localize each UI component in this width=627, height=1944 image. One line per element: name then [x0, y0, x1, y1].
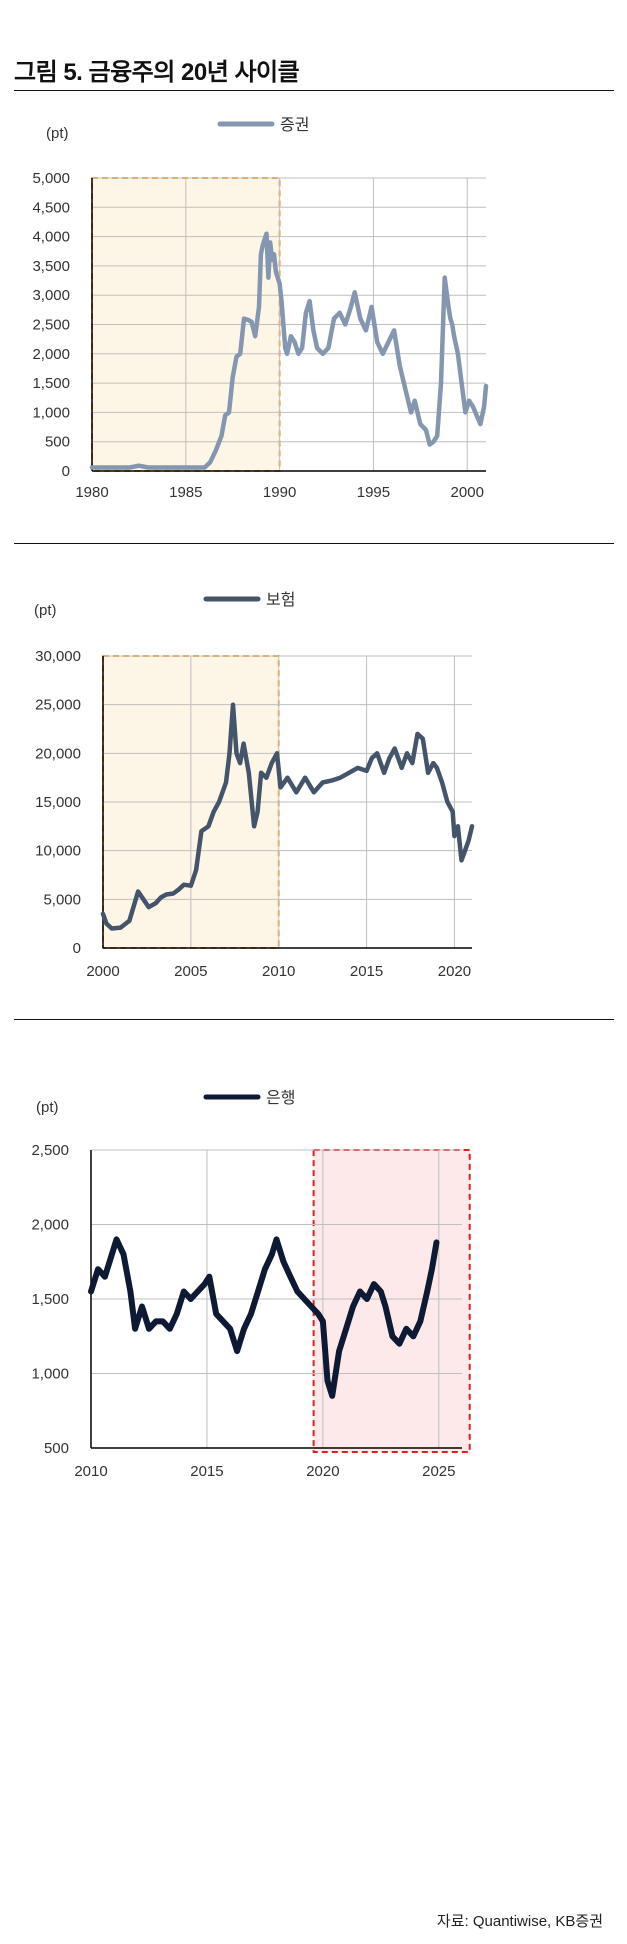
y-tick-label: 1,500: [32, 375, 70, 392]
insurance-chart: 0 5,000 10,000 15,000 20,000 25,000 30,000 2000…: [34, 590, 475, 980]
x-tick-label: 1985: [169, 484, 202, 501]
x-tick-label: 2000: [86, 963, 119, 980]
y-tick-label: 1,500: [31, 1291, 69, 1308]
x-tick-label: 2025: [422, 1463, 455, 1480]
y-tick-label: 5,000: [43, 891, 81, 908]
x-tick-label: 2000: [451, 484, 484, 501]
y-tick-label: 2,500: [32, 317, 70, 334]
y-tick-label: 500: [45, 434, 70, 451]
y-tick-label: 0: [73, 940, 81, 957]
x-tick-label: 2015: [190, 1463, 223, 1480]
y-tick-label: 4,500: [32, 199, 70, 216]
bank-chart: 500 1,000 1,500 2,000 2,500 2010 2015 2020 2025 (…: [31, 1088, 471, 1480]
highlight-region: [312, 1149, 471, 1453]
section-divider: [14, 1019, 614, 1020]
unit-label: (pt): [34, 602, 57, 619]
legend-label: 보험: [266, 590, 295, 609]
y-tick-label: 2,000: [31, 1217, 69, 1234]
source-note: 자료: Quantiwise, KB증권: [436, 1913, 603, 1930]
y-tick-label: 1,000: [32, 404, 70, 421]
y-tick-label: 5,000: [32, 170, 70, 187]
y-tick-label: 3,000: [32, 287, 70, 304]
series-line-1: [100, 702, 475, 931]
unit-label: (pt): [36, 1099, 59, 1116]
x-tick-label: 2020: [306, 1463, 339, 1480]
x-tick-label: 2010: [74, 1463, 107, 1480]
y-tick-label: 10,000: [35, 843, 81, 860]
unit-label: (pt): [46, 125, 69, 142]
x-tick-label: 1990: [263, 484, 296, 501]
securities-chart: 0 500 1,000 1,500 2,000 2,500 3,000 3,500 4,000 4…: [32, 115, 489, 501]
y-tick-label: 0: [62, 463, 70, 480]
figure-title: 그림 5. 금융주의 20년 사이클: [14, 59, 300, 86]
x-tick-label: 1980: [75, 484, 108, 501]
y-tick-label: 1,000: [31, 1366, 69, 1383]
y-tick-label: 4,000: [32, 229, 70, 246]
x-tick-label: 1995: [357, 484, 390, 501]
y-tick-label: 25,000: [35, 697, 81, 714]
y-tick-label: 20,000: [35, 745, 81, 762]
series-line-0: [89, 231, 489, 470]
x-tick-label: 2020: [438, 963, 471, 980]
title-rule: [14, 90, 614, 91]
x-tick-label: 2010: [262, 963, 295, 980]
x-tick-label: 2015: [350, 963, 383, 980]
y-tick-label: 15,000: [35, 794, 81, 811]
legend-label: 증권: [280, 115, 309, 134]
series-line-2: [88, 1236, 440, 1399]
legend-label: 은행: [266, 1088, 295, 1107]
y-tick-label: 2,500: [31, 1142, 69, 1159]
y-tick-label: 2,000: [32, 346, 70, 363]
y-tick-label: 30,000: [35, 648, 81, 665]
y-tick-label: 3,500: [32, 258, 70, 275]
x-tick-label: 2005: [174, 963, 207, 980]
section-divider: [14, 543, 614, 544]
y-tick-label: 500: [44, 1440, 69, 1457]
